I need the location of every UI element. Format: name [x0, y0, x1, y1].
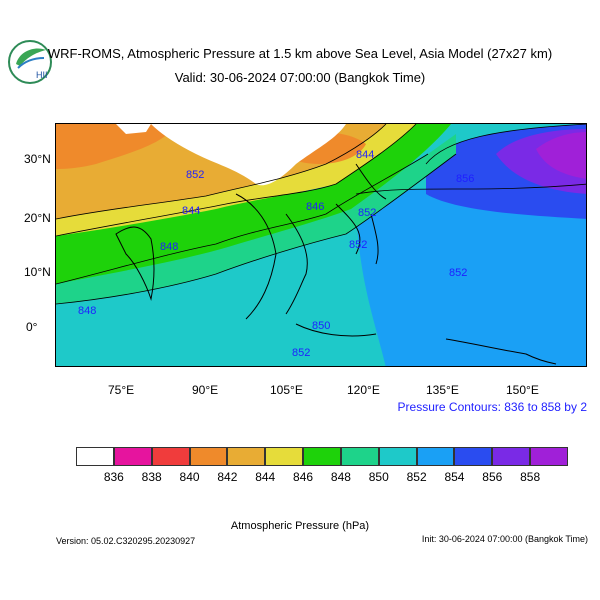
hii-logo: HII [6, 38, 54, 86]
contour-label: 846 [306, 201, 324, 213]
init-time: Init: 30-06-2024 07:00:00 (Bangkok Time) [421, 534, 588, 544]
contour-label: 852 [449, 267, 467, 279]
colorbar-swatch [303, 447, 341, 466]
lat-label-20n: 20°N [24, 211, 51, 225]
contour-label: 844 [356, 149, 374, 161]
lon-label-135e: 135°E [426, 383, 459, 397]
colorbar-level-label: 840 [179, 470, 200, 484]
colorbar-level-label: 848 [330, 470, 351, 484]
colorbar [76, 447, 568, 466]
colorbar-swatch [416, 447, 455, 466]
colorbar-level-label: 854 [444, 470, 465, 484]
pressure-map: 844 844 846 848 848 850 852 852 852 852 … [55, 123, 587, 367]
hii-leaf-logo-icon: HII [8, 40, 52, 84]
colorbar-swatch [151, 447, 190, 466]
lat-label-30n: 30°N [24, 152, 51, 166]
colorbar-level-label: 856 [482, 470, 503, 484]
contour-label: 852 [358, 207, 376, 219]
lat-label-0: 0° [26, 320, 38, 334]
contour-label: 852 [349, 239, 367, 251]
contour-label: 852 [186, 169, 204, 181]
lon-label-75e: 75°E [108, 383, 135, 397]
contour-label: 848 [78, 305, 96, 317]
valid-time: Valid: 30-06-2024 07:00:00 (Bangkok Time… [174, 70, 426, 85]
colorbar-level-label: 850 [368, 470, 389, 484]
colorbar-swatch [530, 447, 568, 466]
colorbar-swatch [227, 447, 266, 466]
map-title: WRF-ROMS, Atmospheric Pressure at 1.5 km… [47, 46, 553, 61]
lon-label-105e: 105°E [270, 383, 303, 397]
contour-label: 852 [292, 347, 310, 359]
colorbar-level-label: 852 [406, 470, 427, 484]
colorbar-level-label: 836 [103, 470, 124, 484]
contour-label: 844 [182, 205, 200, 217]
lon-label-120e: 120°E [347, 383, 380, 397]
colorbar-title: Atmospheric Pressure (hPa) [230, 520, 370, 532]
logo-text: HII [36, 70, 48, 80]
colorbar-swatch [76, 447, 114, 466]
version-text: Version: 05.02.C320295.20230927 [56, 536, 196, 546]
colorbar-swatch [454, 447, 493, 466]
contour-label: 850 [312, 320, 330, 332]
colorbar-level-label: 842 [217, 470, 238, 484]
colorbar-level-label: 844 [255, 470, 276, 484]
colorbar-swatch [265, 447, 304, 466]
contour-label: 856 [456, 173, 474, 185]
colorbar-swatch [113, 447, 152, 466]
colorbar-swatch [189, 447, 228, 466]
pressure-field: 844 844 846 848 848 850 852 852 852 852 … [56, 124, 586, 366]
colorbar-swatch [492, 447, 531, 466]
colorbar-swatch [378, 447, 417, 466]
colorbar-swatch [340, 447, 379, 466]
colorbar-level-label: 838 [141, 470, 162, 484]
colorbar-level-label: 858 [520, 470, 541, 484]
colorbar-level-label: 846 [293, 470, 314, 484]
lat-label-10n: 10°N [24, 265, 51, 279]
contour-caption: Pressure Contours: 836 to 858 by 2 [397, 400, 587, 414]
contour-label: 848 [160, 241, 178, 253]
lon-label-150e: 150°E [506, 383, 539, 397]
lon-label-90e: 90°E [192, 383, 219, 397]
